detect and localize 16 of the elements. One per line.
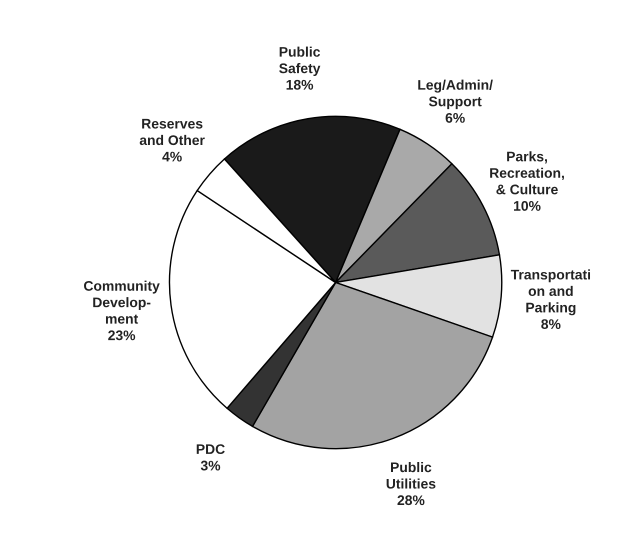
data-label: 3% <box>200 460 220 471</box>
data-label: 28% <box>397 495 424 506</box>
data-label: 10% <box>514 201 541 211</box>
slice-label: PDC <box>196 444 225 454</box>
slice-label: Public Safety <box>279 46 320 76</box>
data-label: 23% <box>108 330 136 340</box>
data-label: 6% <box>446 112 465 123</box>
data-label: 4% <box>162 152 182 162</box>
data-label: 8% <box>541 319 561 330</box>
slice-label: Transportati on and Parking <box>510 269 590 316</box>
slice-label: Reserves and Other <box>140 118 205 146</box>
slice-label: Community Develop- ment <box>84 280 160 324</box>
slice-label: Public Utilities <box>386 462 436 489</box>
slice-label: Leg/Admin/ Support <box>418 80 493 110</box>
slice-label: Parks, Recreation, & Culture <box>490 151 564 194</box>
data-label: 18% <box>286 80 314 90</box>
